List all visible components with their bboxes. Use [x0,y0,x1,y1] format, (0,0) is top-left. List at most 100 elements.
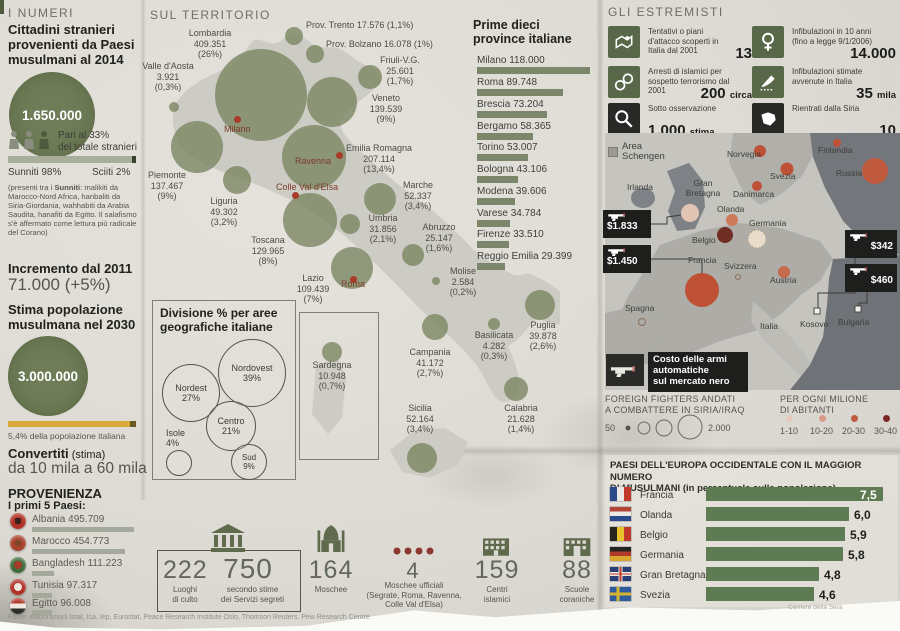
albania-eagle [15,518,21,524]
region-label-calabria: Calabria 21.628 (1,4%) [481,403,561,435]
text-line: (stima) [68,449,106,461]
ff-size-circle-l [677,414,703,440]
bubble-sardegna [322,342,342,362]
region-label-puglia: Puglia 39.878 (2,6%) [503,320,583,352]
line: (0,3%) [480,351,508,361]
province-bar-modena [477,198,515,205]
line: (1,6%) [425,243,453,253]
area-name: Nordovest [231,363,273,373]
area-pct: 27% [181,393,200,403]
ff-dot-spagna [638,318,646,326]
area-name: Centro [217,416,245,426]
region-label-piemonte: Piemonte 137.467 (9%) [127,170,207,202]
pm-tick-3: 20-30 [842,426,866,436]
region-label-liguria: Liguria 49.302 (3,2%) [184,196,264,228]
price-tag-francia: $1.450 [603,245,651,273]
bubble-sicilia [407,443,437,473]
region-label-abruzzo: Abruzzo 25.147 (1,6%) [404,222,474,254]
text-line: Prime dieci [473,18,540,32]
line: 52.164 [406,413,434,424]
province-row-varese: Varese 34.784 [477,208,542,219]
provenance-bangladesh: Bangladesh 111.223 [32,558,123,569]
line: (2,6%) [529,341,557,351]
line: (26%) [197,49,222,59]
occ-value-olanda: 6,0 [854,508,871,522]
pm-dot-3 [844,415,864,423]
label-russia: Russia [836,168,862,178]
line: Emilia Romagna [345,143,413,153]
line: Calabria [504,403,538,413]
bubble-campania [422,314,448,340]
moschee-count: 164 [308,556,354,584]
pm-tick-2: 10-20 [810,426,834,436]
occ-country-granbretagna: Gran Bretagna [640,570,706,581]
numeri-block1-title: Cittadini stranieri provenienti da Paesi… [8,22,135,67]
tunisia-circle [14,583,22,591]
muslim-2030-circle: 3.000.000 [8,336,88,416]
province-bar-firenze [477,241,509,248]
bubble-emilia [282,125,346,189]
region-label-valledaosta: Valle d'Aosta 3.921 (0,3%) [128,61,208,93]
scuole-coraniche-icon [563,538,591,556]
sciiti-bar-segment [132,156,136,163]
line: 52.337 [404,190,432,201]
text-line: Area [622,141,643,152]
price-value: $1.833 [607,221,638,232]
line: 409.351 [193,38,227,49]
text-line: Costo delle armi [653,354,727,365]
text-line: FOREIGN FIGHTERS ANDATI [605,394,736,404]
luoghi-culto-caption: Luoghi di culto [163,585,207,604]
estremisti-value: 13 [735,45,752,62]
province-row-modena: Modena 39.606 [477,186,547,197]
line: Abruzzo [422,222,456,232]
text-line: Moschee [314,585,348,594]
bubble-piemonte [171,121,223,173]
line: 25.147 [425,232,453,243]
knife-icon [752,66,784,98]
occ-bar-granbretagna [706,567,819,581]
line: (2,1%) [369,234,397,244]
text-line: Moschee ufficiali [384,581,444,590]
line: 139.539 [369,103,403,114]
provenance-marocco: Marocco 454.773 [32,536,110,547]
line: 41.172 [416,357,444,368]
text-line: secondo stime [226,585,279,594]
magnifier-icon [608,103,640,135]
syria-map-icon [752,103,784,135]
luoghi-culto-icon [211,524,245,552]
gun-icon [850,233,867,241]
region-label-lombardia: Lombardia 409.351 (26%) [170,28,250,60]
label-irlanda: Irlanda [627,182,653,192]
territorio-section-title: SUL TERRITORIO [150,8,271,22]
europe-map [605,133,900,390]
people-icons [9,131,49,149]
line: (7%) [303,294,323,304]
line: Veneto [371,93,401,103]
line: Molise [449,266,476,276]
stima-title: Stima popolazione musulmana nel 2030 [8,302,135,332]
line: 21.628 [507,413,535,424]
machine-gun-icon [610,365,635,377]
province-bar-reggioemilia [477,263,505,270]
stima-servizi-count: 750 [223,553,273,584]
bulgaria-marker [854,305,862,313]
bubble-abruzzo [402,244,424,266]
line: Basilicata [474,330,514,340]
egitto-flag-icon [10,598,26,614]
granbretagna-flag-icon [610,567,631,581]
bubble-friuli [358,65,382,89]
text-line: sul mercato nero [653,376,730,387]
ff-dot-germania [747,229,767,249]
ff-dot-gran-bretagna [681,204,699,222]
estremisti-item-attacchi: Tentativi o piani d'attacco scoperti in … [608,26,752,62]
centri-islamici-count: 159 [474,556,520,584]
centri-islamici-icon [483,538,509,556]
bangladesh-flag-icon [10,557,26,573]
provenienza-title: PROVENIENZA [8,486,102,501]
text-line: : malikiti da Marocco-Nord Africa, hanba… [8,183,137,237]
bubble-valledaosta [169,102,179,112]
region-label-bolzano: Prov. Bolzano 16.078 (1%) [326,39,433,50]
scuole-coraniche-count: 88 [562,556,592,584]
province-bar-torino [477,154,528,161]
estremisti-value: 200 circa [701,85,752,102]
